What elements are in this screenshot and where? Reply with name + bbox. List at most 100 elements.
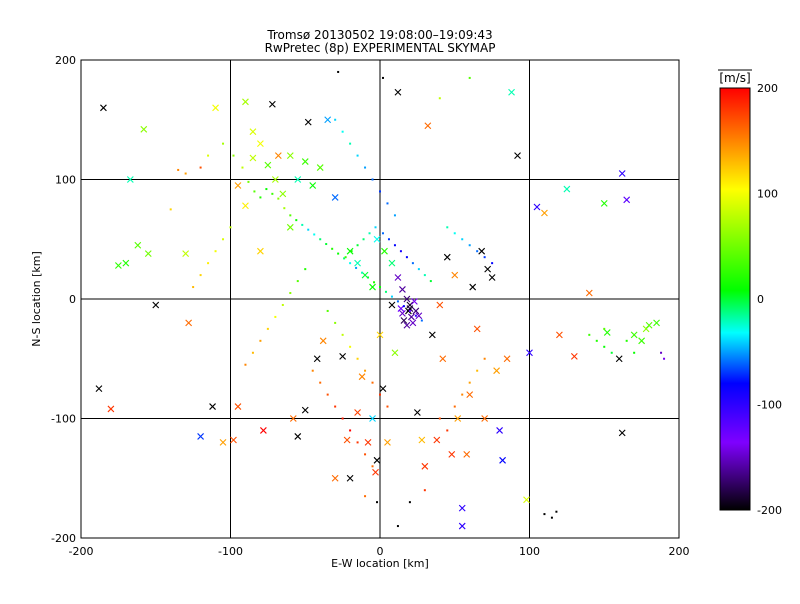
data-point-cross bbox=[331, 474, 339, 482]
data-point-dot bbox=[660, 351, 663, 354]
data-point-cross bbox=[418, 436, 426, 444]
data-point-dot bbox=[483, 256, 486, 259]
data-point-dot bbox=[381, 232, 384, 235]
data-point-cross bbox=[242, 202, 249, 210]
data-point-cross bbox=[410, 298, 418, 305]
data-point-dot bbox=[266, 327, 269, 330]
data-point-dot bbox=[341, 130, 344, 133]
data-points bbox=[95, 70, 666, 530]
plot-frame bbox=[80, 59, 680, 539]
data-point-cross bbox=[268, 100, 276, 108]
data-point-dot bbox=[405, 256, 408, 259]
data-point-cross bbox=[144, 250, 152, 257]
data-point-cross bbox=[358, 373, 366, 381]
data-point-cross bbox=[499, 456, 506, 464]
data-point-cross bbox=[384, 439, 391, 446]
data-point-dot bbox=[241, 166, 244, 169]
data-point-cross bbox=[126, 176, 134, 183]
data-point-cross bbox=[234, 182, 242, 189]
data-point-cross bbox=[257, 140, 264, 148]
data-point-dot bbox=[356, 244, 359, 247]
data-point-dot bbox=[341, 333, 344, 336]
data-point-cross bbox=[653, 319, 660, 327]
data-point-cross bbox=[346, 474, 354, 482]
data-point-cross bbox=[234, 403, 242, 410]
data-point-dot bbox=[491, 262, 494, 265]
data-point-cross bbox=[369, 415, 376, 422]
data-point-dot bbox=[343, 257, 346, 260]
data-point-dot bbox=[633, 351, 636, 354]
grid-lines bbox=[81, 60, 679, 538]
data-point-dot bbox=[368, 232, 371, 235]
data-point-cross bbox=[541, 209, 548, 217]
data-point-cross bbox=[381, 247, 388, 255]
data-point-dot bbox=[379, 190, 381, 193]
data-point-cross bbox=[230, 436, 237, 444]
data-point-cross bbox=[448, 450, 456, 458]
colorbar-gradient bbox=[720, 88, 750, 510]
data-point-dot bbox=[476, 250, 479, 253]
data-point-cross bbox=[556, 331, 563, 339]
data-point-dot bbox=[232, 154, 235, 157]
data-point-dot bbox=[364, 453, 367, 456]
data-point-cross bbox=[122, 259, 130, 267]
data-point-dot bbox=[603, 345, 606, 348]
data-point-dot bbox=[289, 292, 292, 295]
data-point-cross bbox=[286, 152, 294, 159]
data-point-dot bbox=[379, 393, 381, 396]
data-point-dot bbox=[244, 363, 247, 366]
data-point-dot bbox=[396, 525, 399, 528]
data-point-cross bbox=[394, 88, 402, 96]
data-point-dot bbox=[289, 214, 292, 217]
data-point-dot bbox=[408, 309, 411, 312]
data-point-dot bbox=[453, 232, 456, 235]
colorbar-label: [m/s] bbox=[719, 71, 750, 85]
data-point-dot bbox=[229, 226, 232, 229]
data-point-cross bbox=[134, 241, 142, 249]
data-point-cross bbox=[279, 190, 287, 198]
data-point-cross bbox=[301, 158, 309, 165]
data-point-dot bbox=[259, 339, 262, 342]
x-axis-ticks: -200 -100 0 100 200 bbox=[69, 545, 690, 558]
x-axis-label: E-W location [km] bbox=[331, 557, 429, 570]
data-point-dot bbox=[356, 357, 359, 360]
data-point-cross bbox=[152, 301, 160, 309]
data-point-dot bbox=[362, 238, 365, 241]
data-point-dot bbox=[331, 247, 334, 250]
data-point-cross bbox=[339, 352, 347, 360]
data-point-dot bbox=[207, 154, 210, 157]
data-point-dot bbox=[468, 381, 471, 384]
data-point-cross bbox=[458, 522, 466, 530]
data-point-dot bbox=[438, 417, 441, 420]
data-point-cross bbox=[600, 200, 608, 207]
data-point-dot bbox=[337, 70, 340, 73]
data-point-dot bbox=[393, 214, 396, 217]
data-point-dot bbox=[468, 76, 471, 79]
data-point-cross bbox=[615, 355, 623, 363]
data-point-dot bbox=[361, 271, 364, 274]
data-point-cross bbox=[469, 283, 477, 291]
data-point-dot bbox=[319, 238, 322, 241]
data-point-cross bbox=[623, 196, 631, 204]
data-point-cross bbox=[630, 331, 638, 339]
data-point-dot bbox=[319, 381, 322, 384]
data-point-cross bbox=[618, 429, 626, 437]
data-point-dot bbox=[356, 441, 359, 444]
data-point-cross bbox=[271, 176, 279, 183]
y-axis-label: N-S location [km] bbox=[30, 251, 43, 347]
data-point-cross bbox=[399, 309, 406, 317]
data-point-cross bbox=[388, 301, 396, 309]
data-point-cross bbox=[319, 337, 327, 345]
data-point-cross bbox=[354, 409, 361, 416]
data-point-dot bbox=[349, 262, 352, 265]
data-point-dot bbox=[296, 280, 299, 283]
data-point-dot bbox=[367, 276, 370, 279]
data-point-cross bbox=[107, 405, 115, 413]
data-point-cross bbox=[415, 312, 423, 320]
data-point-cross bbox=[473, 325, 481, 333]
data-point-cross bbox=[406, 301, 414, 309]
data-point-dot bbox=[222, 238, 225, 241]
data-point-dot bbox=[277, 197, 280, 200]
data-point-cross bbox=[249, 128, 257, 136]
data-point-cross bbox=[443, 253, 451, 261]
